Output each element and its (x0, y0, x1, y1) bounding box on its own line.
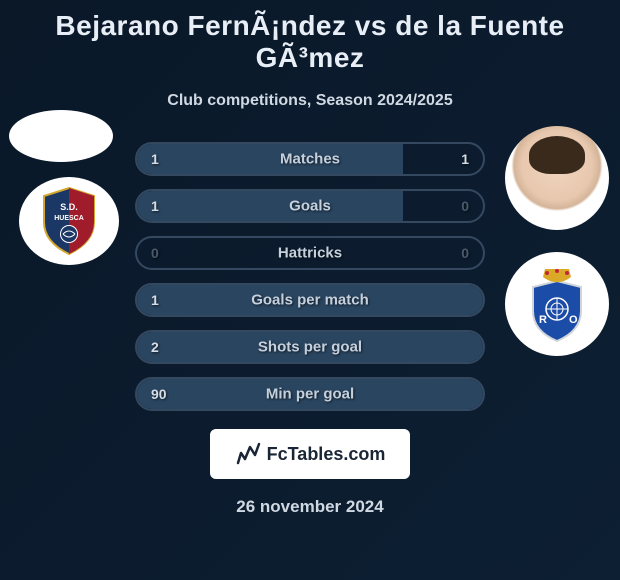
stat-fill (137, 191, 403, 221)
stat-label: Min per goal (266, 386, 354, 403)
stat-label: Hattricks (278, 245, 342, 262)
subtitle: Club competitions, Season 2024/2025 (167, 92, 452, 110)
club-badge-right: R O (505, 252, 609, 356)
fctables-icon (235, 441, 261, 467)
footer-date: 26 november 2024 (236, 497, 383, 517)
player-right-avatar (505, 126, 609, 230)
stat-fill (137, 144, 403, 174)
stat-row: 2 Shots per goal (135, 330, 485, 364)
stat-value-left: 2 (151, 339, 159, 355)
player-left-avatar (9, 110, 113, 162)
stat-label: Matches (280, 151, 340, 168)
svg-text:O: O (569, 314, 578, 326)
svg-text:R: R (539, 314, 547, 326)
stat-label: Goals per match (251, 292, 369, 309)
footer-logo-text: FcTables.com (267, 444, 386, 465)
stat-row: 1 Goals per match (135, 283, 485, 317)
stat-value-right: 0 (461, 198, 469, 214)
footer-logo: FcTables.com (210, 429, 410, 479)
page-title: Bejarano FernÃ¡ndez vs de la Fuente GÃ³m… (0, 10, 620, 74)
stat-row: 1 Goals 0 (135, 189, 485, 223)
huesca-crest-icon: S.D. HUESCA (38, 186, 100, 256)
stat-label: Goals (289, 198, 331, 215)
stat-row: 90 Min per goal (135, 377, 485, 411)
stat-value-left: 1 (151, 151, 159, 167)
stat-value-left: 0 (151, 245, 159, 261)
stat-value-left: 1 (151, 198, 159, 214)
svg-text:S.D.: S.D. (60, 202, 78, 212)
stat-row: 0 Hattricks 0 (135, 236, 485, 270)
club-badge-left: S.D. HUESCA (19, 177, 119, 265)
stat-label: Shots per goal (258, 339, 362, 356)
stat-value-left: 1 (151, 292, 159, 308)
stat-value-left: 90 (151, 386, 167, 402)
stat-row: 1 Matches 1 (135, 142, 485, 176)
stat-value-right: 0 (461, 245, 469, 261)
oviedo-crest-icon: R O (525, 265, 589, 343)
stat-value-right: 1 (461, 151, 469, 167)
svg-text:HUESCA: HUESCA (54, 215, 84, 222)
stats-table: 1 Matches 1 1 Goals 0 0 Hattricks 0 1 Goals per ma… (135, 142, 485, 411)
